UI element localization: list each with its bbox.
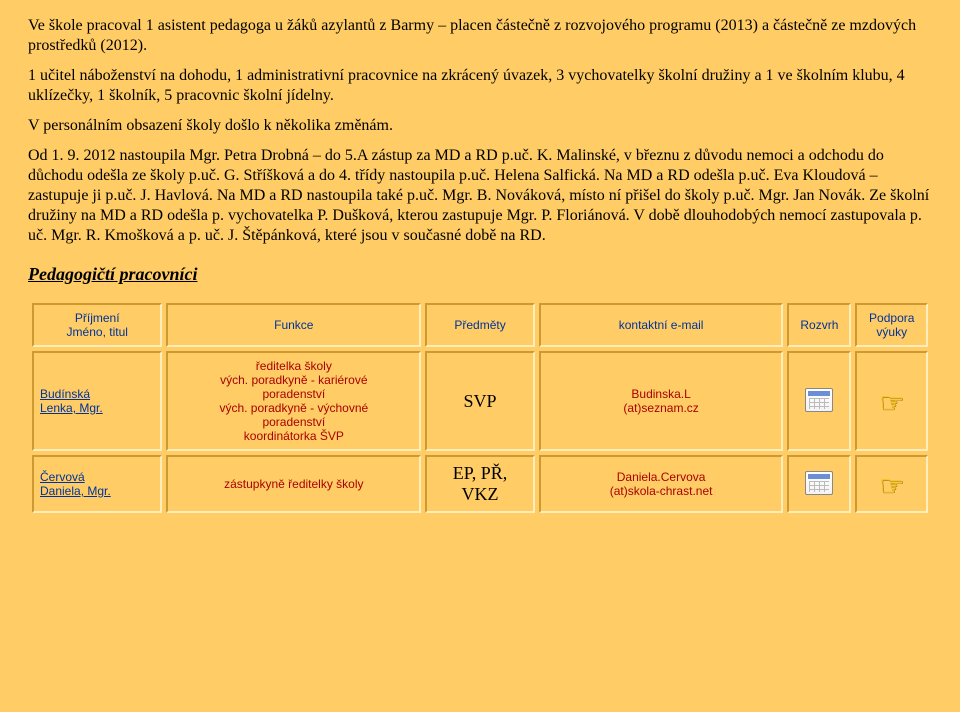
table-row: Červová Daniela, Mgr. zástupkyně ředitel… xyxy=(32,455,928,513)
staff-name-link[interactable]: Budínská Lenka, Mgr. xyxy=(32,351,162,451)
table-row: Budínská Lenka, Mgr. ředitelka školy výc… xyxy=(32,351,928,451)
support-link[interactable]: ☞ xyxy=(855,455,928,513)
intro-paragraph-1: Ve škole pracoval 1 asistent pedagoga u … xyxy=(28,16,932,56)
section-title-pedagogove: Pedagogičtí pracovníci xyxy=(28,264,932,285)
staff-function: zástupkyně ředitelky školy xyxy=(166,455,421,513)
calendar-icon xyxy=(805,471,833,495)
table-header-row: Příjmení Jméno, titul Funkce Předměty ko… xyxy=(32,303,928,347)
intro-paragraph-4: Od 1. 9. 2012 nastoupila Mgr. Petra Drob… xyxy=(28,146,932,246)
col-header-subj: Předměty xyxy=(425,303,535,347)
intro-paragraph-2: 1 učitel náboženství na dohodu, 1 admini… xyxy=(28,66,932,106)
staff-email: Daniela.Cervova (at)skola-chrast.net xyxy=(539,455,783,513)
staff-name-link[interactable]: Červová Daniela, Mgr. xyxy=(32,455,162,513)
pointing-hand-icon: ☞ xyxy=(879,389,904,417)
schedule-link[interactable] xyxy=(787,351,851,451)
staff-table: Příjmení Jméno, titul Funkce Předměty ko… xyxy=(28,299,932,517)
col-header-name: Příjmení Jméno, titul xyxy=(32,303,162,347)
staff-function: ředitelka školy vých. poradkyně - kariér… xyxy=(166,351,421,451)
col-header-rozvrh: Rozvrh xyxy=(787,303,851,347)
staff-subjects: EP, PŘ, VKZ xyxy=(425,455,535,513)
staff-subjects: SVP xyxy=(425,351,535,451)
page-content: Ve škole pracoval 1 asistent pedagoga u … xyxy=(0,0,960,517)
col-header-support: Podpora výuky xyxy=(855,303,928,347)
calendar-icon xyxy=(805,388,833,412)
schedule-link[interactable] xyxy=(787,455,851,513)
col-header-func: Funkce xyxy=(166,303,421,347)
pointing-hand-icon: ☞ xyxy=(879,472,904,500)
intro-paragraph-3: V personálním obsazení školy došlo k něk… xyxy=(28,116,932,136)
staff-email: Budinska.L (at)seznam.cz xyxy=(539,351,783,451)
col-header-email: kontaktní e-mail xyxy=(539,303,783,347)
support-link[interactable]: ☞ xyxy=(855,351,928,451)
